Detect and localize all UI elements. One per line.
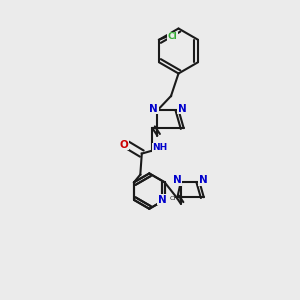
Text: O: O: [119, 140, 128, 150]
Text: CH₃: CH₃: [169, 196, 181, 201]
Text: N: N: [178, 104, 187, 114]
Text: N: N: [158, 195, 167, 205]
Text: N: N: [199, 175, 207, 185]
Text: NH: NH: [152, 143, 167, 152]
Text: N: N: [149, 104, 158, 114]
Text: Cl: Cl: [168, 32, 177, 41]
Text: N: N: [173, 175, 182, 185]
